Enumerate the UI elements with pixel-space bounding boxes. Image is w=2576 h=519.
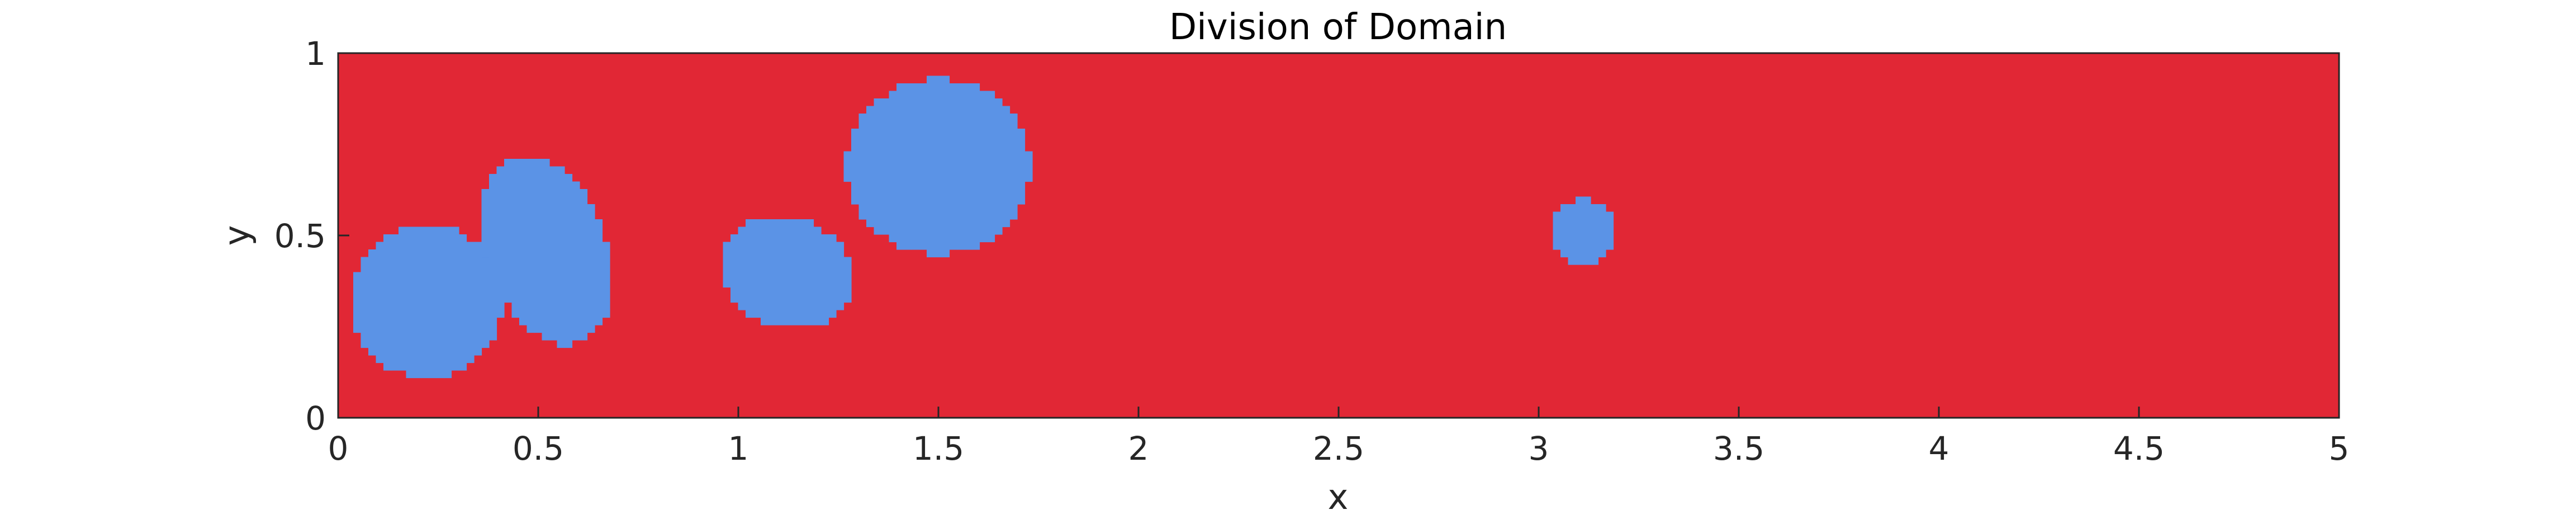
inclusion-region <box>353 227 505 379</box>
x-tick-label: 1.5 <box>913 430 964 468</box>
x-tick-label: 2 <box>1128 430 1149 468</box>
x-tick-label: 3.5 <box>1713 430 1764 468</box>
plot-area <box>337 52 2340 419</box>
inclusion-region <box>1553 196 1614 265</box>
inclusion-region <box>723 219 852 325</box>
x-tick-label: 1 <box>728 430 749 468</box>
x-axis-ticks: 0 0.5 1 1.5 2 2.5 3 3.5 4 4.5 5 <box>328 407 2350 468</box>
x-tick-label: 4.5 <box>2113 430 2165 468</box>
x-tick-label: 0 <box>328 430 349 468</box>
y-axis-label: y <box>216 225 257 246</box>
inclusion-region <box>481 159 610 348</box>
x-tick-label: 3 <box>1529 430 1549 468</box>
x-tick-label: 4 <box>1929 430 1949 468</box>
x-tick-label: 2.5 <box>1313 430 1364 468</box>
inclusion-regions <box>353 76 1614 379</box>
x-tick-label: 5 <box>2329 430 2350 468</box>
x-tick-label: 0.5 <box>513 430 564 468</box>
x-axis-label: x <box>1328 476 1349 517</box>
y-tick-label: 0 <box>305 399 326 437</box>
inclusion-region <box>843 76 1033 258</box>
y-tick-label: 0.5 <box>274 217 326 255</box>
chart-title: Division of Domain <box>1169 7 1507 48</box>
background-region <box>338 53 2339 418</box>
y-tick-label: 1 <box>305 35 326 73</box>
y-axis-ticks: 00.51 <box>274 35 349 437</box>
